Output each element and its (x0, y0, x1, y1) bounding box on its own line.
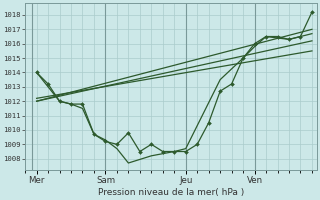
X-axis label: Pression niveau de la mer( hPa ): Pression niveau de la mer( hPa ) (98, 188, 244, 197)
